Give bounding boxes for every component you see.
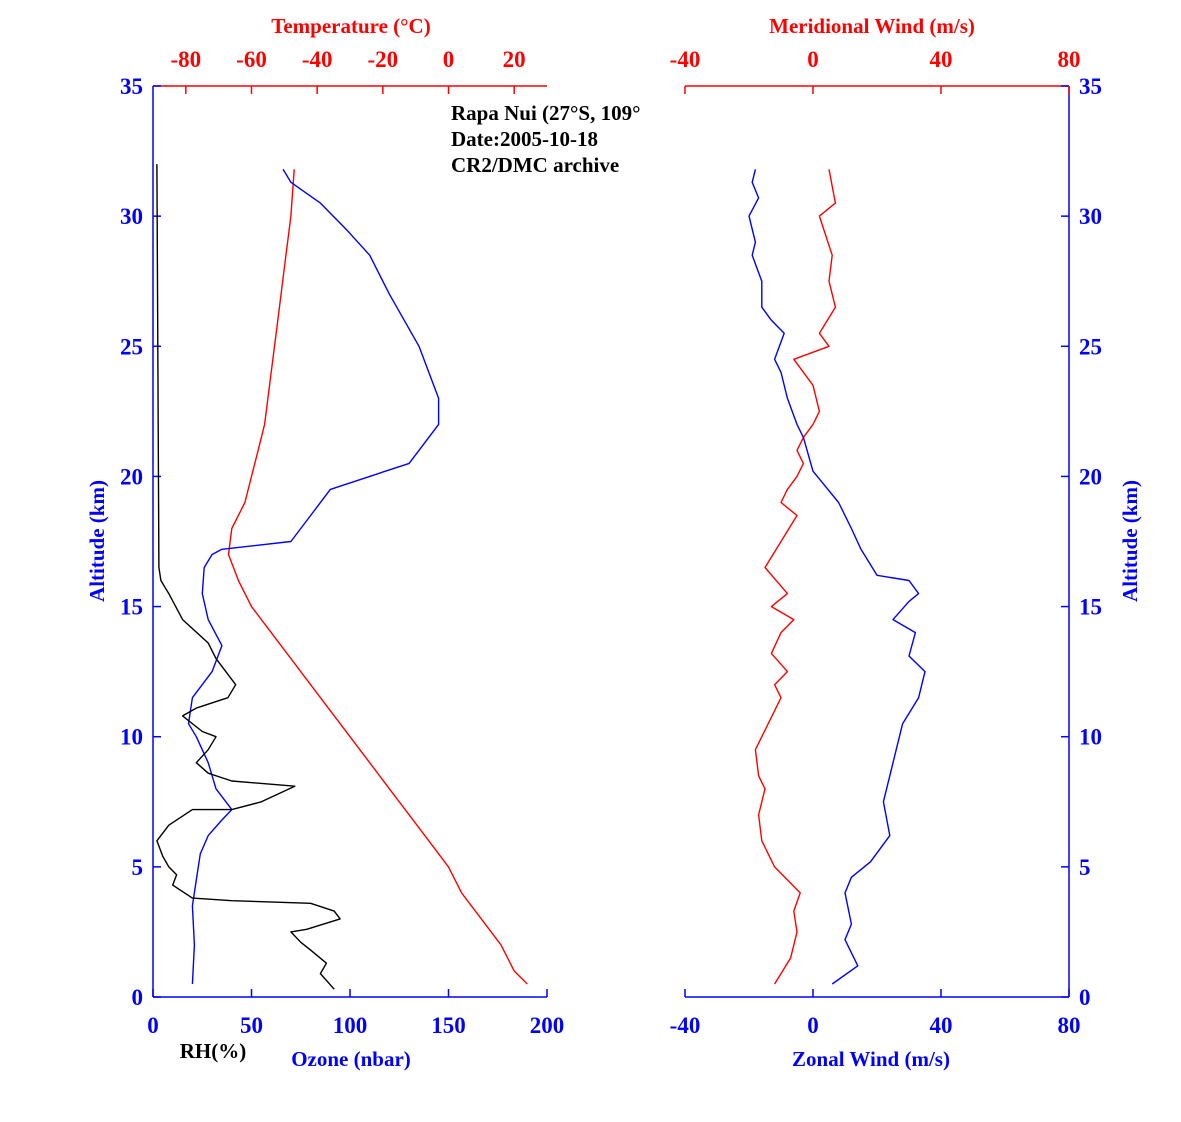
y-tick-label: 25 [120, 334, 143, 359]
y-tick-label: 30 [120, 204, 143, 229]
y-tick-label: 15 [1079, 595, 1102, 620]
meridional-ticks: -40 0 40 80 [670, 47, 1081, 94]
x-tick-label: -80 [170, 47, 201, 72]
right-series [748, 169, 926, 985]
left-altitude-label: Altitude (km) [85, 480, 109, 602]
ozone-axis-label: Ozone (nbar) [291, 1047, 411, 1071]
right-altitude-label: Altitude (km) [1118, 480, 1142, 602]
series-line [754, 169, 837, 985]
left-y-ticks: 0 5 10 15 20 25 30 35 [120, 74, 161, 1010]
series-line [156, 164, 341, 990]
meridional-axis-label: Meridional Wind (m/s) [769, 14, 975, 38]
y-tick-label: 0 [1079, 985, 1091, 1010]
x-tick-label: 0 [443, 47, 455, 72]
y-tick-label: 35 [120, 74, 143, 99]
series-line [227, 169, 528, 985]
zonal-axis-label: Zonal Wind (m/s) [792, 1047, 950, 1071]
x-tick-label: 0 [807, 47, 819, 72]
series-line [748, 169, 926, 985]
rh-axis-label: RH(%) [180, 1039, 247, 1063]
x-tick-label: 40 [930, 47, 953, 72]
zonal-ticks: -40 0 40 80 [670, 989, 1081, 1038]
y-tick-label: 15 [120, 595, 143, 620]
x-tick-label: 200 [530, 1013, 565, 1038]
y-tick-label: 5 [1079, 855, 1091, 880]
x-tick-label: 150 [431, 1013, 466, 1038]
y-tick-label: 35 [1079, 74, 1102, 99]
x-tick-label: 0 [807, 1013, 819, 1038]
x-tick-label: -40 [302, 47, 333, 72]
x-tick-label: 100 [333, 1013, 368, 1038]
annotation-line-1: Rapa Nui (27°S, 109° [451, 101, 641, 125]
x-tick-label: -60 [236, 47, 267, 72]
x-tick-label: 80 [1058, 1013, 1081, 1038]
left-series [156, 164, 528, 990]
x-tick-label: 0 [147, 1013, 159, 1038]
temperature-axis-label: Temperature (°C) [271, 14, 430, 38]
x-tick-label: -40 [670, 47, 701, 72]
annotation-line-3: CR2/DMC archive [451, 153, 619, 177]
y-tick-label: 0 [132, 985, 144, 1010]
y-tick-label: 25 [1079, 334, 1102, 359]
series-line [187, 168, 440, 985]
right-panel: 0 5 10 15 20 25 30 35 -40 0 40 80 -40 0 40 80 Meridio… [670, 14, 1142, 1071]
x-tick-label: -40 [670, 1013, 701, 1038]
annotation-line-2: Date:2005-10-18 [451, 127, 598, 151]
x-tick-label: 20 [503, 47, 526, 72]
left-panel: 0 5 10 15 20 25 30 35 -80 -60 -40 -20 0 20 0 50 100 150… [85, 14, 641, 1071]
x-tick-label: -20 [367, 47, 398, 72]
y-tick-label: 10 [120, 725, 143, 750]
y-tick-label: 5 [132, 855, 144, 880]
ozone-ticks: 0 50 100 150 200 [147, 989, 564, 1038]
x-tick-label: 40 [930, 1013, 953, 1038]
temperature-ticks: -80 -60 -40 -20 0 20 [170, 47, 526, 94]
x-tick-label: 50 [240, 1013, 263, 1038]
right-y-ticks: 0 5 10 15 20 25 30 35 [1061, 74, 1102, 1010]
x-tick-label: 80 [1058, 47, 1081, 72]
y-tick-label: 20 [120, 464, 143, 489]
y-tick-label: 30 [1079, 204, 1102, 229]
y-tick-label: 20 [1079, 464, 1102, 489]
y-tick-label: 10 [1079, 725, 1102, 750]
